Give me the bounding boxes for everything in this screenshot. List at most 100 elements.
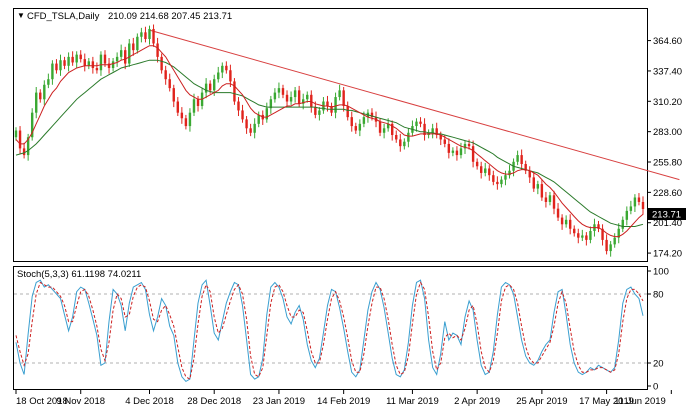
moving-average-slow xyxy=(15,59,644,227)
candle xyxy=(225,61,228,74)
candle xyxy=(269,95,273,114)
candle-body xyxy=(581,235,584,238)
candle xyxy=(520,149,523,170)
candle-body xyxy=(249,128,252,133)
candle-body xyxy=(35,92,38,113)
candle-body xyxy=(87,61,91,66)
candle xyxy=(496,176,499,190)
symbol-menu-icon[interactable]: ▼ xyxy=(17,11,25,20)
candle-body xyxy=(532,177,535,189)
candle-body xyxy=(156,43,159,57)
candle-body xyxy=(605,239,608,252)
time-tick-label: 28 Dec 2018 xyxy=(187,396,241,407)
candle-body xyxy=(192,99,196,113)
candle-body xyxy=(225,65,228,71)
candle xyxy=(613,233,616,248)
time-tick-label: 14 Feb 2019 xyxy=(317,396,370,407)
candle-body xyxy=(47,79,50,85)
candle xyxy=(484,162,487,177)
candle xyxy=(18,126,22,154)
candle-body xyxy=(540,184,544,198)
candle xyxy=(431,123,434,139)
candle-body xyxy=(172,88,175,102)
candle-body xyxy=(609,244,612,252)
candle-body xyxy=(269,99,273,109)
stoch-tick-label: 0 xyxy=(653,382,658,393)
candle xyxy=(217,66,220,83)
candle-body xyxy=(26,137,30,156)
price-tick-label: 255.80 xyxy=(653,158,682,169)
candle-body xyxy=(285,94,289,102)
candle xyxy=(488,165,491,181)
candle-body xyxy=(577,233,580,238)
candle-body xyxy=(362,117,366,124)
candle xyxy=(423,118,426,141)
candle xyxy=(124,46,127,70)
candle-body xyxy=(395,135,398,140)
candle xyxy=(99,51,103,76)
candle xyxy=(47,73,50,89)
last-price-box xyxy=(648,208,686,220)
candle-body xyxy=(589,230,592,240)
candle-body xyxy=(95,68,99,71)
candle-body xyxy=(204,83,208,93)
moving-averages-layer xyxy=(15,45,644,238)
candle-body xyxy=(443,139,446,144)
candle xyxy=(471,140,475,168)
candle-body xyxy=(196,99,200,106)
candle-body xyxy=(342,90,345,106)
candle-body xyxy=(358,123,362,131)
time-tick-label: 11 Jun 2019 xyxy=(614,396,666,407)
candle xyxy=(148,25,151,45)
candle-body xyxy=(213,79,216,91)
candle-body xyxy=(233,81,236,102)
candle-body xyxy=(55,63,58,71)
candle-body xyxy=(479,166,483,173)
candle xyxy=(577,228,580,244)
candle-body xyxy=(524,164,527,171)
candle-body xyxy=(504,175,507,180)
candle xyxy=(22,142,26,159)
candle xyxy=(152,24,155,47)
candle xyxy=(14,127,18,141)
time-tick-label: 17 May 2019 xyxy=(579,396,634,407)
stoch-tick-label: 80 xyxy=(653,290,664,301)
candle xyxy=(524,160,527,175)
candle-body xyxy=(492,175,495,182)
candle xyxy=(560,214,564,230)
candle-body xyxy=(484,168,487,173)
candle-body xyxy=(136,36,139,51)
candle-body xyxy=(382,128,386,133)
candle-body xyxy=(79,54,82,60)
candle-body xyxy=(334,97,337,113)
candle-body xyxy=(164,70,167,80)
candle-body xyxy=(281,88,285,95)
candle-body xyxy=(500,179,503,185)
candle-body xyxy=(625,210,629,220)
resistance-trendline[interactable] xyxy=(149,29,680,181)
candle xyxy=(30,108,34,141)
candle-body xyxy=(601,228,604,240)
candle-body xyxy=(168,79,171,89)
candle-body xyxy=(573,228,576,234)
candle xyxy=(629,200,633,215)
candle-body xyxy=(265,108,269,120)
candle xyxy=(354,122,357,134)
stoch-lines-layer xyxy=(15,279,644,383)
candle xyxy=(581,229,584,242)
candle-body xyxy=(455,150,459,156)
trendline-layer xyxy=(149,29,680,181)
stoch-tick-label: 100 xyxy=(653,267,669,278)
candle-body xyxy=(128,43,131,64)
candle-body xyxy=(548,195,552,202)
candle xyxy=(475,158,479,170)
candle-body xyxy=(115,56,119,62)
candle-body xyxy=(148,28,151,40)
candle xyxy=(589,226,592,244)
candle xyxy=(637,193,641,206)
candle xyxy=(103,50,107,67)
candle xyxy=(245,116,248,134)
candle xyxy=(128,39,131,67)
price-tick-label: 174.20 xyxy=(653,249,682,260)
